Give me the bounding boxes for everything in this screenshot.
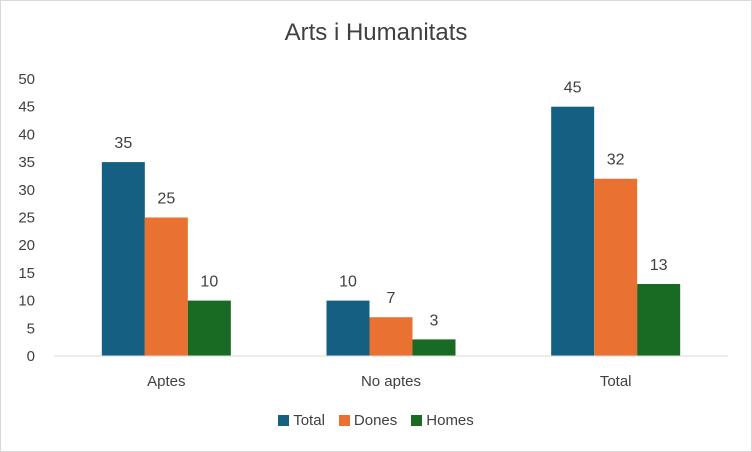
data-label: 7 bbox=[387, 290, 396, 307]
bar-homes-2 bbox=[637, 283, 681, 356]
y-tick-label: 50 bbox=[18, 71, 35, 88]
x-axis: Aptes No aptes Total bbox=[147, 373, 631, 390]
legend-label-total: Total bbox=[293, 412, 325, 429]
legend-label-homes: Homes bbox=[426, 412, 474, 429]
bar-total-1 bbox=[326, 300, 370, 356]
y-tick-label: 15 bbox=[18, 265, 35, 282]
y-tick-label: 30 bbox=[18, 182, 35, 199]
y-tick-label: 20 bbox=[18, 237, 35, 254]
data-label: 45 bbox=[564, 80, 582, 97]
data-labels: 35 25 10 10 7 3 45 32 13 bbox=[114, 80, 667, 330]
bar-dones-0 bbox=[144, 217, 188, 356]
legend-swatch-total bbox=[278, 415, 290, 426]
bar-dones-2 bbox=[594, 178, 638, 356]
y-tick-label: 0 bbox=[27, 348, 35, 365]
y-tick-label: 40 bbox=[18, 126, 35, 143]
legend-item-dones: Dones bbox=[338, 412, 398, 429]
legend: Total Dones Homes bbox=[1, 412, 751, 429]
bar-homes-1 bbox=[412, 339, 456, 356]
bar-group bbox=[101, 106, 681, 356]
data-label: 10 bbox=[200, 274, 218, 291]
x-tick-label: Total bbox=[600, 373, 632, 390]
y-tick-label: 45 bbox=[18, 99, 35, 116]
bar-total-2 bbox=[551, 106, 595, 356]
chart-title: Arts i Humanitats bbox=[284, 19, 468, 46]
legend-item-total: Total bbox=[278, 412, 325, 429]
legend-item-homes: Homes bbox=[411, 412, 474, 429]
y-axis: 0 5 10 15 20 25 30 35 40 45 50 bbox=[18, 71, 35, 365]
bar-homes-0 bbox=[187, 300, 231, 356]
y-tick-label: 25 bbox=[18, 210, 35, 227]
y-tick-label: 5 bbox=[27, 320, 35, 337]
bar-total-0 bbox=[101, 162, 145, 356]
data-label: 10 bbox=[339, 274, 357, 291]
y-tick-label: 35 bbox=[18, 154, 35, 171]
legend-label-dones: Dones bbox=[353, 412, 398, 429]
data-label: 13 bbox=[650, 257, 668, 274]
legend-swatch-homes bbox=[411, 415, 423, 426]
y-tick-label: 10 bbox=[18, 293, 35, 310]
x-tick-label: No aptes bbox=[361, 373, 421, 390]
data-label: 3 bbox=[430, 312, 439, 329]
data-label: 25 bbox=[157, 191, 175, 208]
x-tick-label: Aptes bbox=[147, 373, 185, 390]
bar-dones-1 bbox=[369, 317, 413, 356]
legend-swatch-dones bbox=[338, 415, 350, 426]
data-label: 32 bbox=[607, 152, 625, 169]
data-label: 35 bbox=[114, 135, 132, 152]
